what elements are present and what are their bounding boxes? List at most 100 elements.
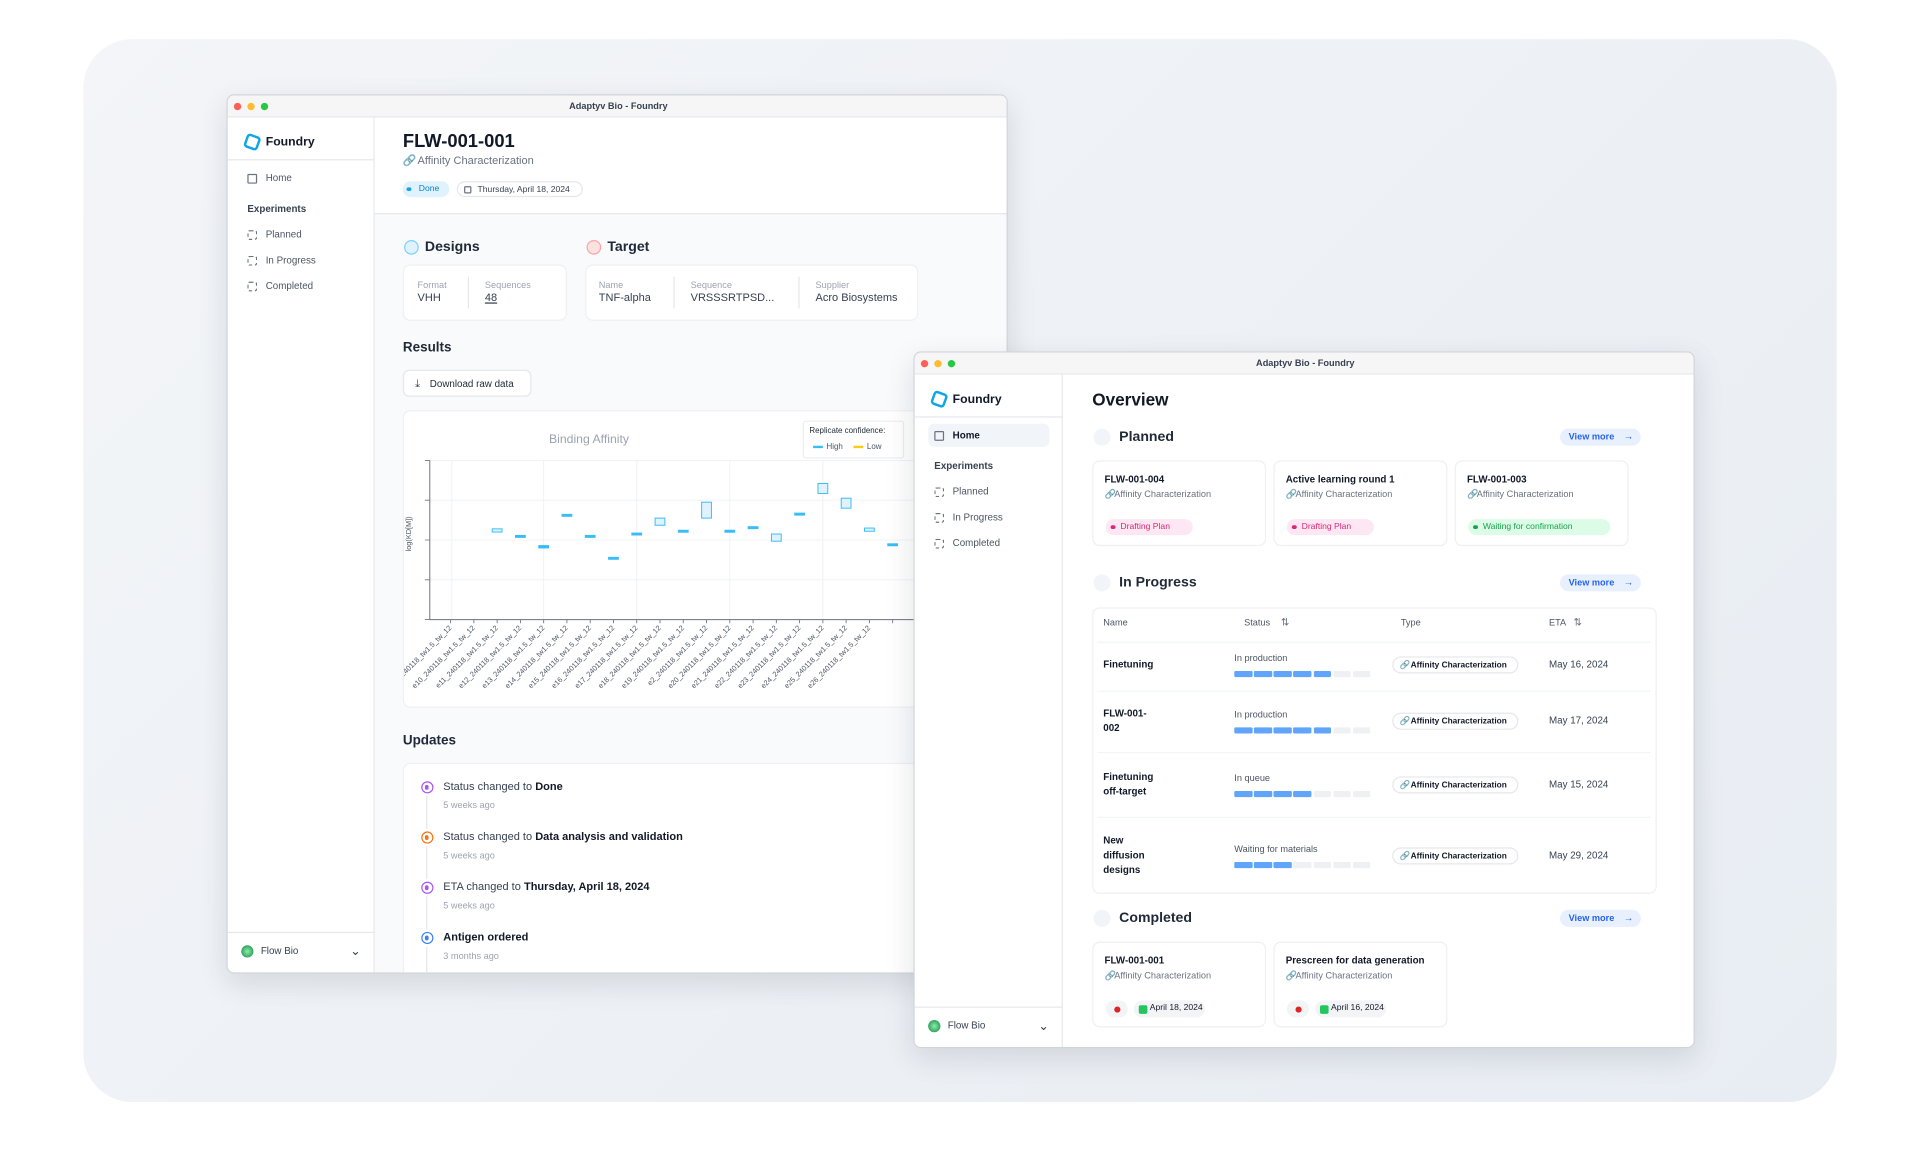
window: Adaptyv Bio - Foundry Foundry Home Experime…	[913, 351, 1695, 1049]
update-text: Status changed to Done	[443, 780, 562, 794]
experiment-id: FLW-001-001	[402, 131, 515, 153]
type-badge: 🔗 Affinity Characterization	[1392, 656, 1519, 674]
timeline-dot-core	[424, 835, 429, 840]
link-icon: 🔗	[1104, 969, 1116, 981]
sidebar	[914, 374, 1063, 1047]
legend-label: High	[827, 442, 843, 451]
experiment-card[interactable]: Active learning round 1 🔗 Affinity Charact…	[1273, 460, 1448, 547]
progress-segment	[1352, 671, 1371, 678]
window-title: Adaptyv Bio - Foundry	[569, 100, 668, 112]
link-icon: 🔗	[1399, 781, 1411, 791]
progress-segment	[1333, 727, 1352, 734]
nav-icon	[934, 513, 945, 523]
confidence-range	[887, 543, 899, 547]
y-axis-label: log(KD[M])	[404, 516, 413, 551]
divider	[914, 416, 1063, 418]
view-more-label: View more	[1568, 576, 1615, 588]
avatar-icon	[1113, 1005, 1120, 1013]
nav-item: Completed	[265, 280, 314, 292]
status-text: Waiting for confirmation	[1482, 522, 1573, 532]
nav-item: Planned	[952, 485, 989, 497]
type-text: Affinity Characterization	[1410, 717, 1507, 726]
type-text: Affinity Characterization	[1410, 660, 1507, 670]
field-value: VRSSSRTPSD...	[690, 291, 775, 304]
row-eta: May 29, 2024	[1548, 849, 1609, 861]
plot-group: Binding Affinitylog(KD[M])e1_240118_tw1.…	[404, 420, 965, 690]
link-icon: 🔗	[402, 154, 417, 167]
org-avatar	[928, 1020, 941, 1033]
date-text: April 18, 2024	[1149, 1004, 1203, 1014]
minimize-button	[247, 102, 255, 111]
view-more-label: View more	[1568, 912, 1615, 924]
check-icon	[1320, 1004, 1329, 1014]
legend-label: Low	[867, 442, 882, 451]
view-more-button[interactable]: View more →	[1560, 428, 1641, 446]
org-chevron: ⌄	[1038, 1019, 1049, 1033]
confidence-range	[654, 517, 666, 526]
download-button[interactable]: ⤓ Download raw data	[402, 369, 532, 397]
status-badge: Drafting Plan	[1105, 519, 1194, 536]
update-action: Status changed to	[443, 780, 533, 793]
field-divider	[798, 276, 800, 309]
avatar-icon	[1294, 1005, 1302, 1013]
experiment-card[interactable]: FLW-001-004 🔗 Affinity Characterization Dra…	[1092, 460, 1267, 547]
date-badge: April 18, 2024	[1133, 1000, 1205, 1018]
confidence-range	[515, 534, 526, 538]
experiment-card[interactable]: FLW-001-001 🔗 Affinity Characterization Apr…	[1092, 941, 1267, 1028]
confidence-range	[817, 483, 829, 494]
row-divider	[1097, 816, 1651, 818]
progress-segment	[1273, 671, 1292, 678]
timeline-dot-core	[424, 885, 429, 890]
status-text: Done	[418, 184, 440, 194]
row-divider	[1097, 641, 1651, 643]
field-label: Supplier	[815, 279, 850, 291]
update-text: ETA changed to Thursday, April 18, 2024	[443, 881, 649, 895]
experiment-card[interactable]: Prescreen for data generation 🔗 Affinity C…	[1273, 941, 1448, 1028]
card-name: FLW-001-004	[1104, 473, 1165, 485]
nav-icon	[247, 173, 258, 184]
experiment-card[interactable]: FLW-001-003 🔗 Affinity Characterization Wai…	[1454, 460, 1629, 547]
org-chevron: ⌄	[350, 944, 361, 959]
progress-segment	[1313, 727, 1332, 734]
update-value: Antigen ordered	[443, 930, 529, 944]
progress-segment	[1234, 791, 1253, 798]
view-more-button[interactable]: View more →	[1560, 574, 1641, 592]
confidence-range	[701, 501, 712, 519]
progress-segment	[1254, 727, 1272, 734]
confidence-range	[770, 533, 782, 542]
section-title: Designs	[424, 239, 480, 255]
row-divider	[1097, 751, 1651, 754]
confidence-range	[794, 512, 805, 516]
title-bar	[227, 95, 1007, 118]
link-icon: 🔗	[1399, 718, 1411, 727]
row-eta: May 16, 2024	[1548, 658, 1609, 670]
header	[374, 117, 1007, 215]
timeline-dot-core	[424, 935, 429, 940]
progress-bar	[1234, 671, 1372, 678]
progress-bar	[1234, 727, 1372, 734]
divider	[227, 159, 375, 161]
column-header: Name	[1103, 617, 1128, 629]
timeline-line	[426, 787, 428, 973]
update-value: Thursday, April 18, 2024	[523, 880, 650, 893]
nav-home: Home	[265, 172, 292, 184]
progress-bar	[1234, 862, 1372, 869]
updates-card	[402, 762, 967, 973]
chart-card	[402, 410, 967, 708]
nav-icon	[247, 230, 258, 241]
update-text: Status changed to Data analysis and vali…	[443, 830, 683, 844]
confidence-range	[491, 528, 503, 533]
view-more-button[interactable]: View more →	[1560, 909, 1641, 927]
table-card	[1092, 607, 1657, 894]
progress-segment	[1234, 671, 1253, 678]
chart-title: Binding Affinity	[549, 432, 630, 446]
progress-segment	[1352, 862, 1371, 869]
progress-segment	[1313, 862, 1332, 869]
status-badge: Waiting for confirmation	[1468, 519, 1611, 536]
card-type: Affinity Characterization	[1114, 488, 1212, 500]
status-dot	[1292, 524, 1297, 530]
confidence-range	[677, 529, 689, 533]
divider	[227, 931, 375, 934]
update-action: Status changed to	[443, 830, 533, 843]
field-label: Sequence	[690, 279, 732, 291]
